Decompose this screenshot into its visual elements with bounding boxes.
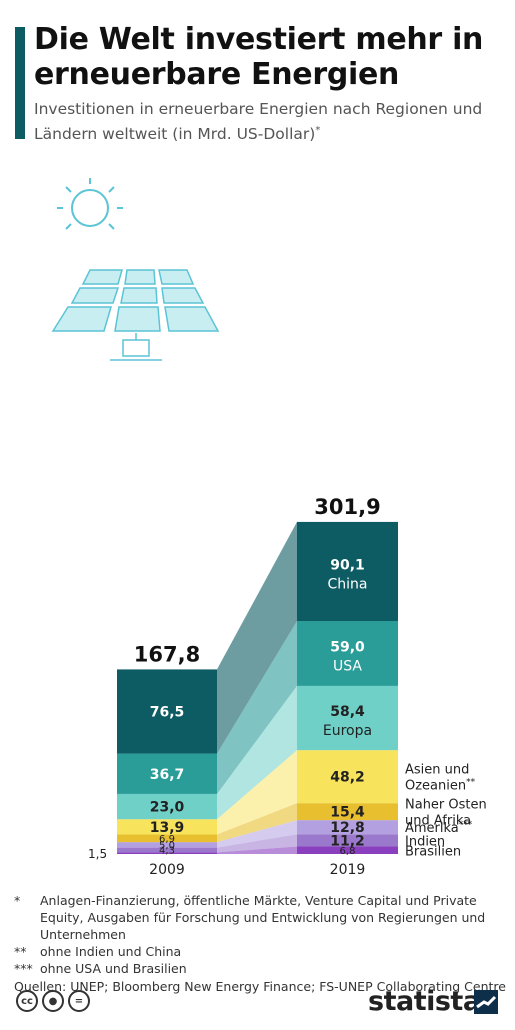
data-label: 90,1 xyxy=(330,557,365,573)
bar-segment xyxy=(117,847,217,853)
data-label: 4,3 xyxy=(159,846,175,857)
bar-segment xyxy=(297,521,398,622)
footnote: ** ohne Indien und China xyxy=(14,943,509,960)
footnote-text: ohne USA und Brasilien xyxy=(40,961,187,976)
subtitle-footnote-mark: * xyxy=(315,125,321,136)
statista-logo-icon xyxy=(474,990,498,1014)
total-label: 167,8 xyxy=(134,642,200,666)
bar-segment xyxy=(297,834,398,847)
bar-segment xyxy=(117,753,217,794)
x-axis: 2009 2019 xyxy=(149,862,365,878)
legend-label: Indien xyxy=(405,834,445,849)
total-label: 301,9 xyxy=(314,495,380,519)
equals-icon: = xyxy=(68,990,90,1012)
data-label: 36,7 xyxy=(150,767,185,783)
data-label: 6,8 xyxy=(340,846,356,857)
bar-segment xyxy=(297,846,398,854)
license-icons: cc ● = xyxy=(16,990,90,1012)
footnote-mark: * xyxy=(14,893,21,908)
footnote-text: ohne Indien und China xyxy=(40,944,182,959)
data-label: 6,9 xyxy=(159,834,175,845)
flow-band xyxy=(217,803,297,843)
chart: 1,5 6,8 4,3 11,2 5,0 12,8 6,9 15,4 13,9 48,2 23,0 5… xyxy=(51,178,487,878)
x-tick-label: 2009 xyxy=(149,862,185,878)
data-label: 1,5 xyxy=(88,847,107,861)
data-label: 76,5 xyxy=(150,705,185,721)
data-label: 23,0 xyxy=(150,800,185,816)
x-tick-label: 2019 xyxy=(330,862,366,878)
data-label: 11,2 xyxy=(330,833,365,849)
statista-logo: statista xyxy=(368,986,481,1017)
data-label: 58,4 xyxy=(330,704,365,720)
legend-label: Brasilien xyxy=(405,844,461,859)
flow-connectors xyxy=(217,521,297,854)
data-label: 13,9 xyxy=(150,820,185,836)
bar-segment xyxy=(117,834,217,843)
flow-band xyxy=(217,521,297,754)
bar-segment xyxy=(117,669,217,754)
stacked-bars xyxy=(117,521,398,854)
segment-name: China xyxy=(328,576,368,592)
data-label: 5,0 xyxy=(159,840,175,851)
footnote-mark: *** xyxy=(14,961,33,976)
cc-icon: cc xyxy=(16,990,38,1012)
legend-label: Ozeanien** xyxy=(405,778,476,794)
footnotes: * Anlagen-Finanzierung, öffentliche Märkt… xyxy=(14,892,509,995)
footnote-text: Anlagen-Finanzierung, öffentliche Märkte… xyxy=(40,893,486,942)
bar-segment xyxy=(117,852,217,854)
bar-segment xyxy=(297,820,398,835)
legend-label: Asien und xyxy=(405,763,469,778)
flow-band xyxy=(217,846,297,854)
chart-subtitle: Investitionen in erneuerbare Energien na… xyxy=(34,100,483,144)
footnote: * Anlagen-Finanzierung, öffentliche Märkt… xyxy=(14,892,509,943)
data-label: 59,0 xyxy=(330,639,365,655)
accent-bar xyxy=(15,27,25,139)
data-label: 15,4 xyxy=(330,805,365,821)
legend-label: Amerika*** xyxy=(405,820,473,836)
source-line: Quellen: UNEP; Bloomberg New Energy Fina… xyxy=(14,979,506,994)
bar-segment xyxy=(117,793,217,820)
flow-band xyxy=(217,834,297,853)
solar-panel-icon xyxy=(51,269,220,361)
legend-label: Naher Osten xyxy=(405,798,487,813)
data-labels: 1,5 6,8 4,3 11,2 5,0 12,8 6,9 15,4 13,9 48,2 23,0 5… xyxy=(88,495,381,861)
bar-segment xyxy=(117,819,217,835)
footnote-mark: ** xyxy=(14,944,27,959)
bar-segment xyxy=(117,842,217,848)
segment-name: Europa xyxy=(323,723,372,739)
flow-band xyxy=(217,750,297,835)
flow-band xyxy=(217,685,297,820)
bar-segment xyxy=(297,750,398,804)
chart-title: Die Welt investiert mehr in erneuerbare … xyxy=(34,22,484,92)
sun-icon xyxy=(57,178,123,230)
person-icon: ● xyxy=(42,990,64,1012)
data-label: 48,2 xyxy=(330,770,365,786)
footnote: *** ohne USA und Brasilien xyxy=(14,960,509,977)
bar-segment xyxy=(297,685,398,751)
flow-band xyxy=(217,621,297,794)
legend-label: und Afrika xyxy=(405,814,471,829)
segment-name: USA xyxy=(333,658,362,674)
bar-segment xyxy=(297,621,398,686)
flow-band xyxy=(217,820,297,848)
data-label: 12,8 xyxy=(330,820,365,836)
bar-segment xyxy=(297,803,398,821)
